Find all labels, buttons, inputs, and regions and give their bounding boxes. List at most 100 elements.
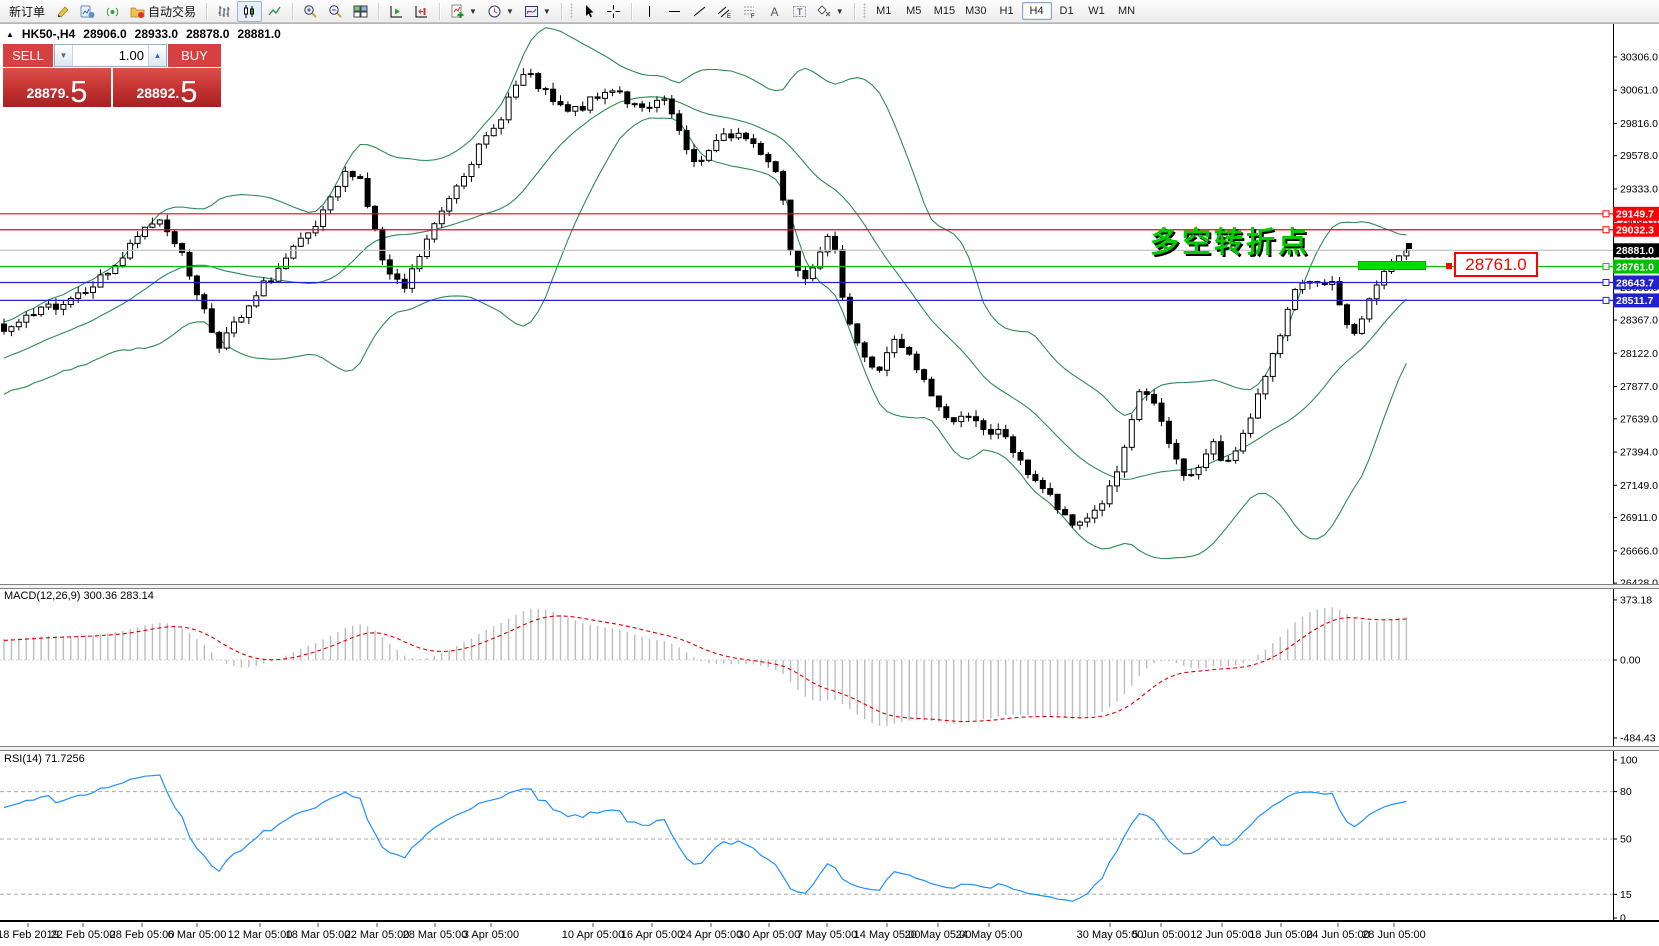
quote-open: 28906.0 [83, 27, 127, 41]
autotrading-icon [130, 4, 145, 19]
sell-price-button[interactable]: 28879. 5 [3, 68, 111, 107]
zoom-in-button[interactable] [298, 1, 323, 22]
toolbar-separator [292, 2, 294, 20]
pricebox-anchor [1446, 263, 1452, 269]
signals-button[interactable] [100, 1, 125, 22]
macd-name: MACD(12,26,9) [4, 590, 81, 602]
candles [1, 68, 1410, 530]
trendline-icon [692, 4, 707, 19]
timeframe-m15[interactable]: M15 [933, 5, 956, 17]
macd-values: 300.36 283.14 [83, 590, 154, 602]
chevron-down-icon: ▼ [542, 6, 551, 16]
volume-control: ▼ 1.00 ▲ [54, 44, 167, 67]
clock-icon [487, 4, 502, 19]
text-label-icon: T [792, 4, 807, 19]
text-tool[interactable]: A [762, 1, 787, 22]
line-chart-mode-button[interactable] [262, 1, 287, 22]
auto-scroll-button[interactable] [384, 1, 409, 22]
timeframe-m1[interactable]: M1 [876, 5, 892, 17]
volume-decrease-button[interactable]: ▼ [55, 45, 73, 66]
macd-axis-ticks[interactable]: 373.18 0.00 -484.43 [1613, 594, 1656, 744]
svg-text:29032.3: 29032.3 [1616, 225, 1654, 237]
sell-price-dot: . [65, 85, 70, 101]
trendline-tool[interactable] [687, 1, 712, 22]
quote-high: 28933.0 [134, 27, 179, 41]
svg-text:30306.0: 30306.0 [1620, 51, 1658, 63]
indicators-button[interactable]: ▼ [445, 1, 482, 22]
timeframe-m5[interactable]: M5 [906, 5, 922, 17]
timeframe-mn[interactable]: MN [1117, 5, 1136, 17]
svg-text:14 May 05:00: 14 May 05:00 [854, 929, 921, 941]
chevron-down-icon: ▼ [469, 6, 477, 16]
zoom-in-icon [303, 4, 318, 19]
zoom-out-button[interactable] [323, 1, 348, 22]
price-axis-ticks[interactable]: 30306.030061.029816.029578.029333.029095… [1613, 51, 1658, 590]
sell-price-pip: 5 [70, 73, 88, 109]
auto-scroll-icon [389, 4, 404, 19]
buy-button[interactable]: BUY [168, 44, 221, 67]
tile-windows-icon [353, 4, 368, 19]
separator-main-macd[interactable] [0, 584, 1659, 585]
svg-text:6 Mar 05:00: 6 Mar 05:00 [168, 929, 227, 941]
timeframe-switcher: M1 M5 M15 M30 H1 H4 D1 W1 MN [869, 2, 1142, 20]
timeframe-d1[interactable]: D1 [1059, 5, 1074, 17]
candlestick-icon [242, 4, 257, 19]
buy-price-button[interactable]: 28892. 5 [113, 68, 221, 107]
timeframe-h1[interactable]: H1 [999, 5, 1014, 17]
sell-price: 28879 [26, 85, 66, 101]
toolbar-separator [439, 2, 441, 20]
timeframe-w1[interactable]: W1 [1088, 5, 1105, 17]
vertical-line-tool[interactable] [637, 1, 662, 22]
svg-text:E: E [727, 14, 731, 19]
shapes-tool[interactable]: ▼ [812, 1, 849, 22]
separator-macd-rsi[interactable] [0, 746, 1659, 747]
price-tag [1613, 293, 1659, 308]
autotrading-button[interactable]: 自动交易 [125, 1, 201, 22]
svg-text:28367.0: 28367.0 [1620, 315, 1658, 327]
tile-windows-button[interactable] [348, 1, 373, 22]
buy-price: 28892 [136, 85, 176, 101]
cursor-button[interactable] [576, 1, 601, 22]
annotation-text[interactable]: 多空转折点 [1150, 227, 1311, 259]
bar-chart-mode-button[interactable] [212, 1, 237, 22]
market-watch-button[interactable] [75, 1, 100, 22]
metaeditor-button[interactable] [50, 1, 75, 22]
vertical-line-icon [642, 4, 657, 19]
svg-text:18 Mar 05:00: 18 Mar 05:00 [286, 929, 351, 941]
svg-text:-484.43: -484.43 [1620, 732, 1656, 744]
periods-button[interactable]: ▼ [482, 1, 519, 22]
rsi-axis-ticks[interactable]: 100 80 50 15 0 [1613, 755, 1638, 925]
crosshair-button[interactable] [601, 1, 626, 22]
svg-text:18 Feb 2019: 18 Feb 2019 [0, 929, 59, 941]
separator-macd-rsi-edge [0, 750, 1659, 751]
bar-marker[interactable] [1406, 243, 1412, 253]
collapse-arrow-icon[interactable]: ▲ [6, 29, 14, 39]
svg-text:5 Jun 05:00: 5 Jun 05:00 [1132, 929, 1190, 941]
price-tag [1613, 275, 1659, 290]
shapes-icon [817, 4, 832, 19]
level-lines[interactable]: 29149.7 29032.3 28881.0 28761.0 28643.7 28511… [0, 206, 1659, 308]
horizontal-line-tool[interactable] [662, 1, 687, 22]
toolbar-grip [862, 3, 866, 19]
timeframe-h4[interactable]: H4 [1021, 2, 1052, 20]
templates-button[interactable]: ▼ [519, 1, 556, 22]
channel-tool[interactable]: E [712, 1, 737, 22]
timeframe-m30[interactable]: M30 [965, 5, 987, 17]
volume-input[interactable]: 1.00 [118, 48, 144, 63]
chevron-down-icon: ▼ [505, 6, 514, 16]
candlestick-mode-button[interactable] [237, 0, 263, 22]
fibonacci-tool[interactable]: F [737, 1, 762, 22]
highlight-rectangle[interactable] [1358, 261, 1426, 270]
new-order-button[interactable]: 新订单 [4, 1, 50, 22]
chart-shift-button[interactable] [409, 1, 434, 22]
svg-text:29816.0: 29816.0 [1620, 118, 1658, 130]
volume-increase-button[interactable]: ▲ [148, 45, 166, 66]
label-tool[interactable]: T [787, 1, 812, 22]
sell-button[interactable]: SELL [3, 44, 53, 67]
svg-text:22 Feb 05:00: 22 Feb 05:00 [51, 929, 116, 941]
price-callout-box[interactable]: 28761.0 [1454, 252, 1538, 277]
svg-text:20 May 05:00: 20 May 05:00 [905, 929, 972, 941]
svg-text:A: A [770, 5, 778, 19]
